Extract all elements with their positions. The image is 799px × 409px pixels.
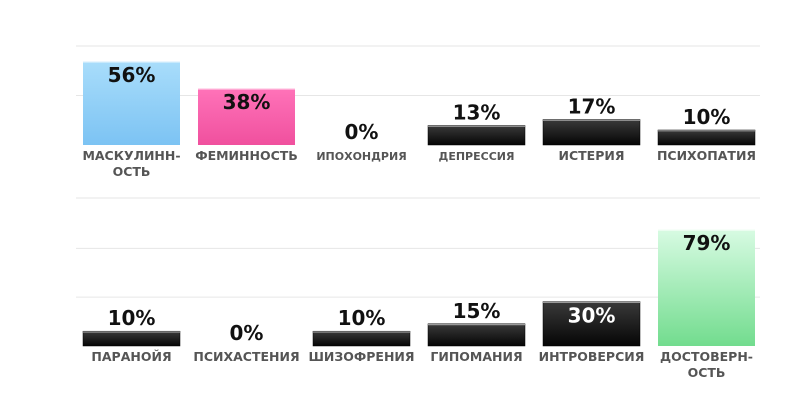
- bar: [427, 125, 526, 146]
- data-label: 30%: [568, 304, 616, 328]
- bar: [427, 323, 526, 347]
- tick-label: ДЕПРЕССИЯ: [439, 150, 515, 163]
- tick-label: ГИПОМАНИЯ: [430, 349, 522, 364]
- data-label: 56%: [108, 63, 156, 87]
- bar: [82, 330, 181, 347]
- tick-label: ПСИХОПАТИЯ: [657, 148, 756, 163]
- bar: [658, 229, 755, 346]
- bar: [312, 330, 411, 347]
- tick-label: ИСТЕРИЯ: [559, 148, 625, 163]
- tick-label: ПАРАНОЙЯ: [91, 349, 171, 364]
- bar: [657, 129, 756, 146]
- tick-label: ИПОХОНДРИЯ: [316, 150, 406, 163]
- tick-label: ОСТЬ: [113, 164, 151, 179]
- bar: [198, 88, 295, 145]
- tick-label: МАСКУЛИНН-: [82, 148, 180, 163]
- data-label: 79%: [683, 231, 731, 255]
- bar: [83, 61, 180, 145]
- tick-label: ПСИХАСТЕНИЯ: [193, 349, 299, 364]
- data-label: 10%: [683, 105, 731, 129]
- tick-label: ШИЗОФРЕНИЯ: [308, 349, 414, 364]
- tick-label: ДОСТОВЕРН-: [660, 349, 753, 364]
- data-label: 0%: [345, 120, 379, 144]
- bar: [542, 119, 641, 146]
- data-label: 38%: [223, 90, 271, 114]
- tick-label: ИНТРОВЕРСИЯ: [539, 349, 645, 364]
- data-label: 10%: [338, 306, 386, 330]
- data-label: 17%: [568, 95, 616, 119]
- data-label: 0%: [230, 321, 264, 345]
- data-label: 13%: [453, 101, 501, 125]
- data-label: 15%: [453, 299, 501, 323]
- data-label: 10%: [108, 306, 156, 330]
- tick-label: ФЕМИННОСТЬ: [195, 148, 298, 163]
- bar: [542, 301, 641, 347]
- tick-label: ОСТЬ: [688, 365, 726, 380]
